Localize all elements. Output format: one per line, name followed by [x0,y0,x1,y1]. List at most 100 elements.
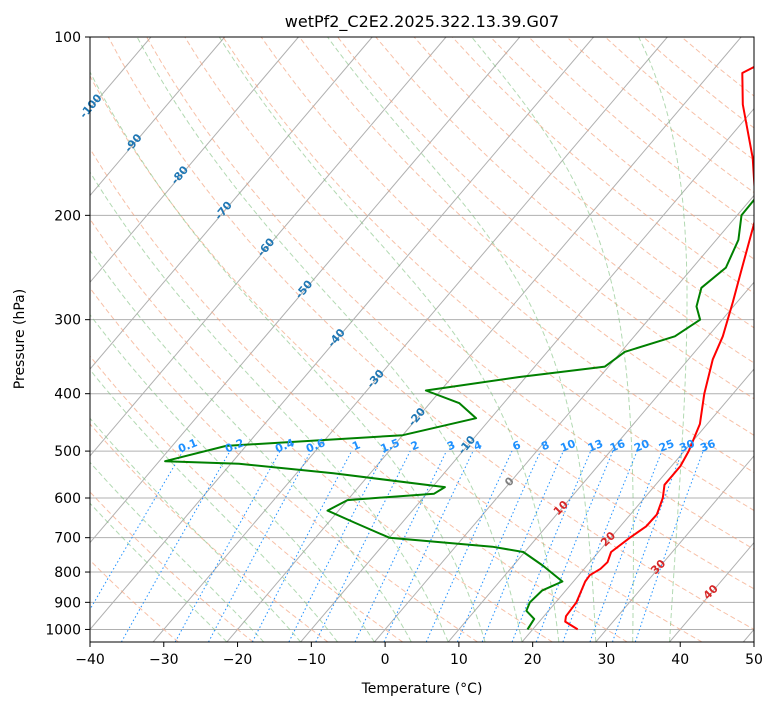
isotherm-line [90,37,226,197]
isotherm-line [300,107,754,642]
x-tick-label: 10 [450,652,468,668]
x-tick-label: 30 [598,652,616,668]
moist-adiabat-line [327,37,597,642]
dry-adiabat-line [90,74,703,642]
mixing-ratio-label: 2 [409,438,421,453]
x-tick-label: −20 [223,652,253,668]
dry-adiabat-line [90,491,254,642]
isotherm-line [90,37,299,284]
dry-adiabat-line [90,287,478,642]
dry-adiabat-line [337,37,754,400]
moist-adiabat-line [638,37,688,642]
moist-adiabat-line [90,249,412,642]
plot-frame [89,36,755,643]
mixing-ratio-label: 20 [632,437,651,455]
mixing-ratio-label: 0.2 [223,436,246,455]
y-axis: 1000 900 800 700 600 500 400 300 200 100 [45,30,90,638]
mixing-ratio-label: 0.4 [273,436,296,455]
moist-adiabat-line [90,461,265,642]
dry-adiabat-line [222,37,754,512]
mixing-ratio-label: 25 [657,437,676,455]
mixing-ratio-line [120,450,231,642]
isotherm-line [447,281,754,642]
mixing-ratio-label: 13 [586,437,605,455]
isotherm-line [595,455,754,642]
moist-adiabat-line [90,417,302,642]
background-lines [0,37,754,642]
chart-title: wetPf2_C2E2.2025.322.13.39.G07 [285,12,559,32]
dry-adiabat-line [146,37,754,590]
mixing-ratio-line [535,450,614,642]
y-tick-label: 300 [54,313,81,329]
moist-adiabat-line [90,313,375,642]
dry-adiabat-line [90,218,553,642]
mixing-ratio-line [174,450,281,642]
y-tick-label: 200 [54,208,81,224]
mixing-ratio-label: 30 [678,437,697,455]
moist-adiabat-line [471,37,634,642]
mixing-ratio-label: 36 [698,437,717,455]
dry-adiabat-line [90,147,628,642]
mixing-ratio-label: 8 [539,438,551,453]
moist-adiabat-line [90,70,486,642]
mixing-ratio-label: 1.5 [379,436,402,455]
x-axis-label: Temperature (°C) [361,681,483,697]
dry-adiabat-line [490,37,754,260]
mixing-ratio-line [90,450,184,611]
mixing-ratio-line [288,450,386,642]
mixing-ratio-label: 16 [608,437,627,455]
dry-adiabat-line [375,37,754,364]
moist-adiabat-line [218,37,560,642]
dry-adiabat-line [107,37,754,630]
moist-adiabat-line [90,368,338,642]
y-tick-label: 900 [54,595,81,611]
y-tick-label: 700 [54,531,81,547]
x-tick-label: −40 [75,652,105,668]
isotherm-line [0,37,3,642]
y-tick-label: 1000 [45,622,81,638]
y-tick-label: 600 [54,491,81,507]
isotherm-line [90,37,521,544]
isotherm-line [90,37,447,457]
moist-adiabat-line [136,37,523,642]
y-tick-label: 500 [54,444,81,460]
profile-lines [164,65,754,631]
mixing-ratio-label: 10 [558,437,577,455]
mixing-ratio-line [481,450,564,642]
mixing-ratio-label: 1 [350,438,362,453]
mixing-ratio-line [634,450,704,642]
y-tick-label: 400 [54,387,81,403]
x-axis: −40 −30 −20 −10 0 10 20 30 40 50 [75,642,763,668]
isotherm-line [152,37,668,642]
y-tick-label: 800 [54,565,81,581]
mixing-ratio-line [425,450,513,642]
mixing-ratio-line [208,450,312,642]
mixing-ratio-line [589,450,663,642]
x-tick-label: 50 [745,652,763,668]
mixing-ratio-line [354,450,447,642]
x-tick-label: −30 [149,652,179,668]
temperature-line [564,65,754,631]
mixing-ratio-line [612,450,683,642]
y-tick-label: 100 [54,30,81,46]
isotherm-line [90,37,594,631]
isotherm-line [90,37,373,370]
moist-adiabat-line [90,171,449,642]
mixing-ratio-line [251,450,353,642]
dry-adiabat-line [184,37,754,550]
mixing-ratio-line [562,450,638,642]
dry-adiabat-line [90,423,329,642]
dry-adiabat-line [451,37,754,294]
dry-adiabat-line [681,37,754,97]
isotherm-line [226,37,742,642]
isotherm-line [374,194,754,642]
mixing-ratio-line [315,450,411,642]
x-tick-label: 20 [524,652,542,668]
dry-adiabat-line [299,37,754,436]
moist-adiabat-line [90,502,228,642]
mixing-ratio-line [511,450,592,642]
mixing-ratio-label: 3 [445,438,457,453]
x-tick-label: 40 [671,652,689,668]
mixing-ratio-line [456,450,542,642]
